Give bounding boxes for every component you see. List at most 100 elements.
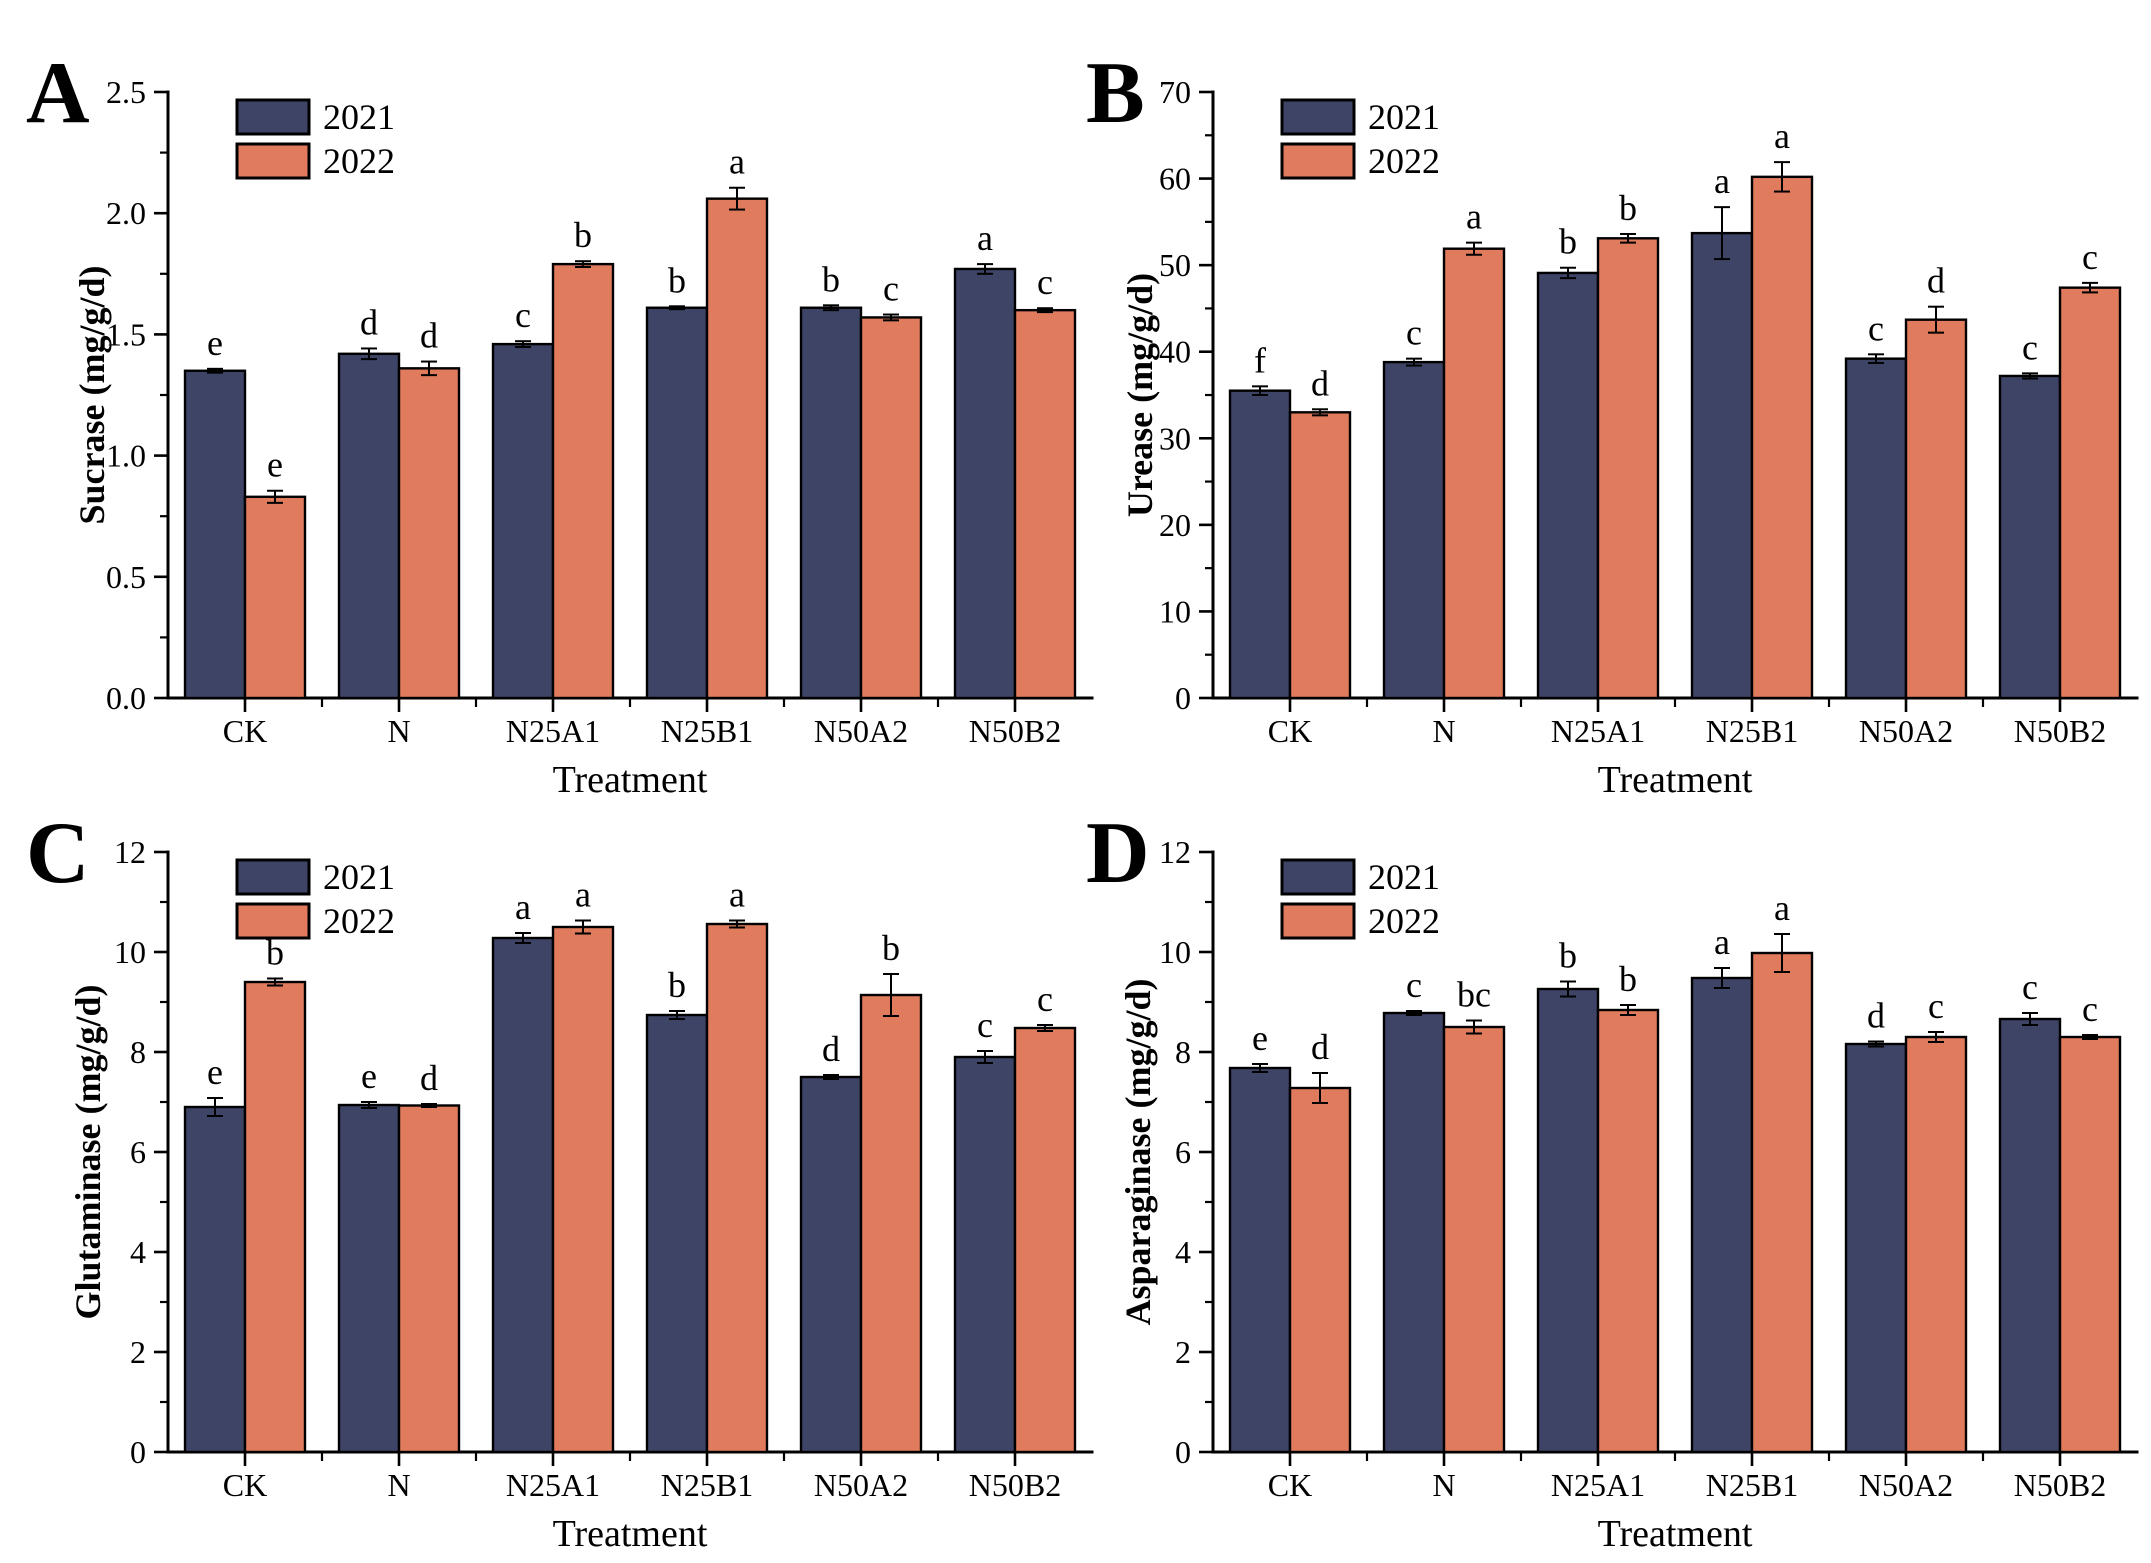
bar-2022-N50A2 [1904, 1035, 1968, 1454]
sig-letter: b [1559, 936, 1577, 976]
sig-letter: b [1619, 188, 1637, 228]
y-axis-title: Asparaginase (mg/g/d) [1118, 978, 1158, 1325]
bar-2021-N50A2 [1844, 1042, 1908, 1454]
x-category-label: N [387, 1467, 410, 1503]
y-tick-label: 2.0 [106, 195, 146, 231]
y-tick-label: 60 [1159, 161, 1191, 197]
panel-letter-C: C [26, 805, 90, 902]
bar-2022-N [397, 1104, 461, 1454]
x-category-label: N50B2 [969, 713, 1061, 749]
bar-2021-N50A2 [799, 306, 863, 700]
bar-2022-N25B1 [1750, 951, 1814, 1454]
y-tick-label: 10 [1159, 934, 1191, 970]
x-category-label: N [387, 713, 410, 749]
x-category-label: N50B2 [969, 1467, 1061, 1503]
y-tick-label: 0.0 [106, 680, 146, 716]
y-tick-label: 0 [1175, 680, 1191, 716]
bar-2021-N25B1 [1690, 231, 1754, 700]
x-category-label: N25B1 [661, 713, 753, 749]
legend-label-2022: 2022 [1368, 901, 1440, 941]
bar-2022-N50B2 [2058, 286, 2122, 700]
bar-2022-N50A2 [859, 316, 923, 700]
y-tick-label: 6 [130, 1134, 146, 1170]
bar-2021-N25A1 [491, 936, 555, 1454]
x-category-label: N50A2 [1859, 713, 1953, 749]
sig-letter: c [1868, 308, 1884, 348]
bar-2022-CK [243, 495, 307, 700]
sig-letter: e [1252, 1018, 1268, 1058]
bar-2022-CK [243, 980, 307, 1454]
y-tick-label: 1.5 [106, 316, 146, 352]
y-tick-label: 8 [1175, 1034, 1191, 1070]
legend-swatch-2022 [235, 902, 311, 940]
sig-letter: c [1037, 979, 1053, 1019]
panel-letter-B: B [1086, 45, 1145, 142]
bar-2021-N50B2 [1998, 374, 2062, 700]
sig-letter: a [1774, 888, 1790, 928]
sig-letter: b [668, 965, 686, 1005]
bar-2021-N25A1 [491, 342, 555, 700]
legend-label-2022: 2022 [323, 141, 395, 181]
sig-letter: c [2082, 237, 2098, 277]
x-category-label: N50B2 [2014, 1467, 2106, 1503]
sig-letter: d [360, 302, 378, 342]
x-category-label: N25A1 [1551, 713, 1645, 749]
sig-letter: b [668, 260, 686, 300]
sig-letter: b [266, 933, 284, 973]
sig-letter: a [977, 218, 993, 258]
x-category-label: CK [223, 1467, 267, 1503]
legend-label-2021: 2021 [1368, 97, 1440, 137]
y-axis-title: Urease (mg/g/d) [1120, 273, 1160, 517]
bar-2021-N25B1 [645, 1013, 709, 1454]
sig-letter: c [1037, 262, 1053, 302]
x-category-label: N50A2 [814, 713, 908, 749]
bar-2021-N [1382, 360, 1446, 700]
legend-swatch-2022 [235, 142, 311, 180]
x-category-label: N50A2 [1859, 1467, 1953, 1503]
bar-2022-N25B1 [705, 197, 769, 700]
legend-label-2022: 2022 [1368, 141, 1440, 181]
y-tick-label: 1.0 [106, 438, 146, 474]
sig-letter: d [1311, 1027, 1329, 1067]
y-tick-label: 2 [130, 1334, 146, 1370]
x-category-label: N25B1 [1706, 713, 1798, 749]
legend-label-2022: 2022 [323, 901, 395, 941]
legend-swatch-2021 [235, 98, 311, 136]
legend-swatch-2022 [1280, 902, 1356, 940]
bar-2022-N25A1 [551, 262, 615, 700]
y-tick-label: 0.5 [106, 559, 146, 595]
sig-letter: a [729, 875, 745, 915]
bar-2021-N [1382, 1011, 1446, 1454]
bar-2021-N50B2 [953, 1055, 1017, 1454]
sig-letter: d [420, 316, 438, 356]
x-category-label: N50B2 [2014, 713, 2106, 749]
x-category-label: CK [223, 713, 267, 749]
bar-2022-N50B2 [1013, 1026, 1077, 1454]
sig-letter: a [1714, 922, 1730, 962]
bar-2021-N [337, 1103, 401, 1454]
sig-letter: b [1619, 959, 1637, 999]
bar-2022-CK [1288, 411, 1352, 700]
sig-letter: e [207, 1052, 223, 1092]
x-category-label: N25B1 [661, 1467, 753, 1503]
bar-2022-N [1442, 247, 1506, 700]
sig-letter: e [267, 445, 283, 485]
bar-2022-N25B1 [705, 922, 769, 1454]
x-axis-title: Treatment [1598, 759, 1753, 801]
bar-2021-N25B1 [645, 306, 709, 700]
x-category-label: CK [1268, 713, 1312, 749]
bar-2021-N25B1 [1690, 976, 1754, 1454]
sig-letter: f [1254, 340, 1266, 380]
y-tick-label: 40 [1159, 334, 1191, 370]
sig-letter: a [729, 142, 745, 182]
bar-2021-N [337, 352, 401, 700]
y-tick-label: 2 [1175, 1334, 1191, 1370]
y-tick-label: 4 [130, 1234, 146, 1270]
bar-2021-CK [1228, 389, 1292, 700]
y-tick-label: 50 [1159, 247, 1191, 283]
sig-letter: e [207, 323, 223, 363]
sig-letter: a [1714, 161, 1730, 201]
sig-letter: c [2022, 967, 2038, 1007]
x-category-label: N [1432, 713, 1455, 749]
